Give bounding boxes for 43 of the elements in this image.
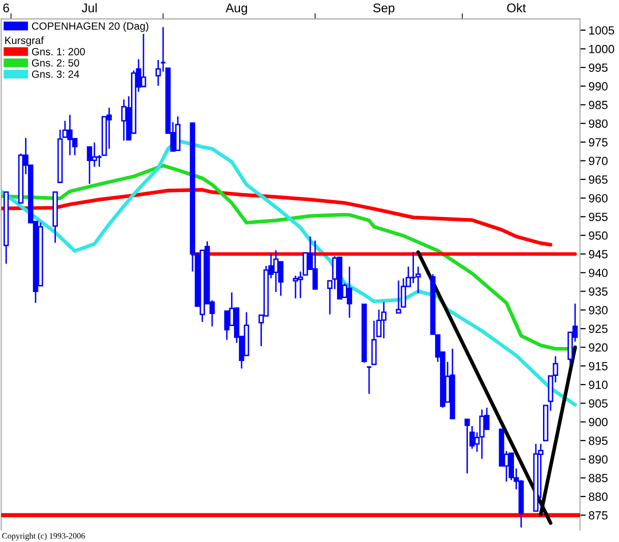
y-tick-label: 1000: [589, 44, 614, 54]
y-tick-label: 880: [588, 492, 608, 501]
y-tick-label: 940: [588, 268, 608, 278]
y-tick-label: 890: [588, 455, 608, 464]
y-tick-label: 875: [588, 511, 608, 520]
x-tick-label: Aug: [226, 4, 247, 15]
y-tick-label: 950: [588, 231, 608, 240]
line-series: [1, 188, 552, 246]
y-tick-label: 895: [588, 436, 608, 445]
y-tick-label: 975: [588, 138, 608, 146]
y-tick-label: 995: [588, 64, 608, 72]
legend-label: COPENHAGEN 20 (Dag): [32, 22, 148, 32]
candlestick: [224, 310, 230, 341]
candlestick: [366, 366, 372, 395]
x-tick-label: Sep: [373, 3, 394, 15]
x-tick-label: Okt: [507, 3, 526, 12]
x-tick-label: Jul: [82, 3, 97, 12]
legend-label: Gns. 2: 50: [32, 59, 80, 67]
y-tick-label: 980: [588, 119, 608, 128]
text: Copyright (c) 1993-2006: [2, 532, 85, 540]
legend-label: Gns. 1: 200: [32, 48, 85, 56]
y-tick-label: 990: [588, 82, 608, 91]
y-tick-label: 930: [588, 306, 608, 314]
legend-title: Kursgraf: [5, 36, 44, 46]
y-tick-label: 920: [588, 343, 608, 352]
y-tick-label: 910: [588, 380, 608, 389]
y-tick-label: 885: [588, 474, 608, 482]
y-tick-label: 955: [588, 212, 608, 222]
x-tick-label: 6: [3, 3, 10, 12]
y-tick-label: 960: [588, 194, 608, 202]
y-tick-label: 905: [588, 399, 608, 408]
y-tick-label: 915: [588, 362, 608, 370]
y-tick-label: 925: [588, 324, 608, 334]
y-tick-label: 970: [588, 156, 608, 166]
line-series: [1, 164, 577, 351]
candlestick: [396, 280, 402, 314]
y-tick-label: 900: [588, 418, 608, 426]
legend-label: Gns. 3: 24: [32, 70, 80, 78]
y-tick-label: 965: [588, 175, 608, 184]
y-tick-label: 945: [588, 250, 608, 258]
y-tick-label: 1005: [589, 26, 614, 35]
y-tick-label: 935: [588, 287, 608, 296]
y-tick-label: 985: [588, 100, 608, 110]
